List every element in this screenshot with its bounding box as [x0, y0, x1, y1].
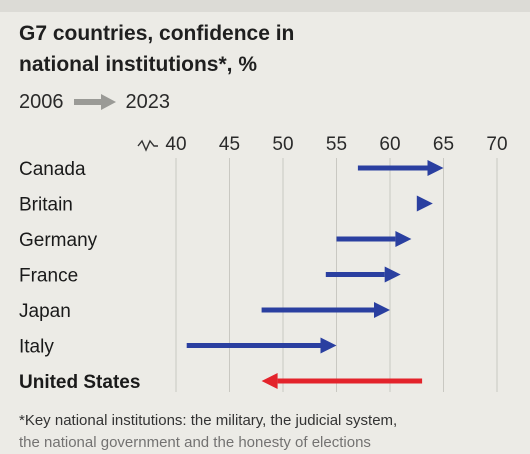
- arrow-head-united-states: [261, 373, 278, 389]
- category-label-canada: Canada: [19, 159, 86, 180]
- legend-to-year: 2023: [125, 90, 171, 113]
- arrow-head-germany: [395, 231, 412, 247]
- arrow-chart: 40 45 50 55 60 65 70 Canada Britain Germany France…: [19, 134, 508, 393]
- arrow-head-france: [384, 266, 401, 283]
- tick-label-40: 40: [165, 134, 186, 155]
- chart-legend: 2006 2023: [19, 90, 170, 114]
- arrow-head-britain: [416, 195, 433, 212]
- footnote: *Key national institutions: the military…: [19, 410, 524, 454]
- top-strip: [0, 0, 530, 12]
- tick-label-65: 65: [433, 134, 454, 155]
- legend-from-year: 2006: [19, 90, 64, 113]
- arrow-head-canada: [427, 160, 444, 176]
- tick-label-55: 55: [326, 134, 347, 155]
- footnote-line-1: *Key national institutions: the military…: [19, 412, 398, 429]
- chart-title-line-1: G7 countries, confidence in: [19, 22, 295, 45]
- chart-title-line-2: national institutions*, %: [19, 53, 258, 76]
- category-label-germany: Germany: [19, 230, 98, 251]
- footnote-line-2: the national government and the honesty …: [19, 434, 371, 451]
- legend-arrow-icon: [73, 94, 116, 110]
- tick-label-60: 60: [379, 134, 400, 155]
- category-label-france: France: [19, 266, 78, 287]
- tick-label-70: 70: [486, 134, 507, 155]
- category-label-united-states: United States: [19, 372, 140, 393]
- axis-break-icon: [137, 139, 158, 152]
- category-label-britain: Britain: [19, 195, 73, 216]
- category-label-japan: Japan: [19, 301, 71, 322]
- arrow-head-italy: [320, 337, 337, 354]
- category-label-italy: Italy: [19, 337, 54, 358]
- tick-label-50: 50: [272, 134, 293, 155]
- arrow-head-japan: [374, 302, 390, 318]
- chart-title: G7 countries, confidence in national ins…: [19, 18, 499, 80]
- tick-label-45: 45: [219, 134, 240, 155]
